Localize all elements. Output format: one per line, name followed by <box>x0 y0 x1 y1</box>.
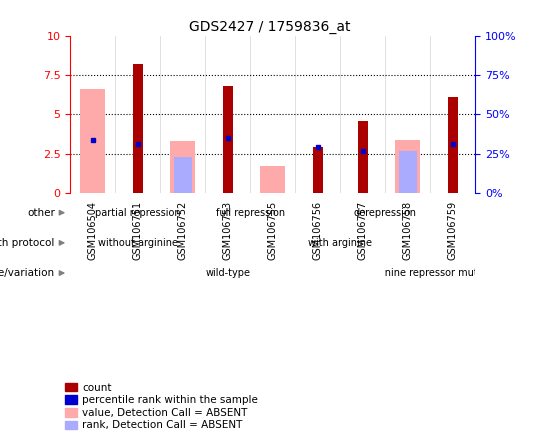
Bar <box>174 157 192 193</box>
Text: GDS2427 / 1759836_at: GDS2427 / 1759836_at <box>189 20 351 34</box>
Bar <box>80 89 105 193</box>
Bar <box>399 151 417 193</box>
Bar <box>170 141 195 193</box>
Text: genotype/variation: genotype/variation <box>0 268 55 278</box>
Text: other: other <box>27 208 55 218</box>
Bar <box>260 166 285 193</box>
Text: with arginine: with arginine <box>308 238 372 248</box>
Text: wild-type: wild-type <box>205 268 250 278</box>
Bar <box>133 64 143 193</box>
Text: without arginine: without arginine <box>98 238 178 248</box>
Text: arginine repressor mutant: arginine repressor mutant <box>366 268 494 278</box>
Bar <box>395 139 420 193</box>
Bar <box>357 121 368 193</box>
Bar <box>223 86 233 193</box>
Text: partial repression: partial repression <box>95 208 180 218</box>
Text: growth protocol: growth protocol <box>0 238 55 248</box>
Legend: count, percentile rank within the sample, value, Detection Call = ABSENT, rank, : count, percentile rank within the sample… <box>65 383 258 430</box>
Text: full repression: full repression <box>215 208 285 218</box>
Bar <box>313 147 323 193</box>
Bar <box>448 97 458 193</box>
Text: derepression: derepression <box>354 208 417 218</box>
